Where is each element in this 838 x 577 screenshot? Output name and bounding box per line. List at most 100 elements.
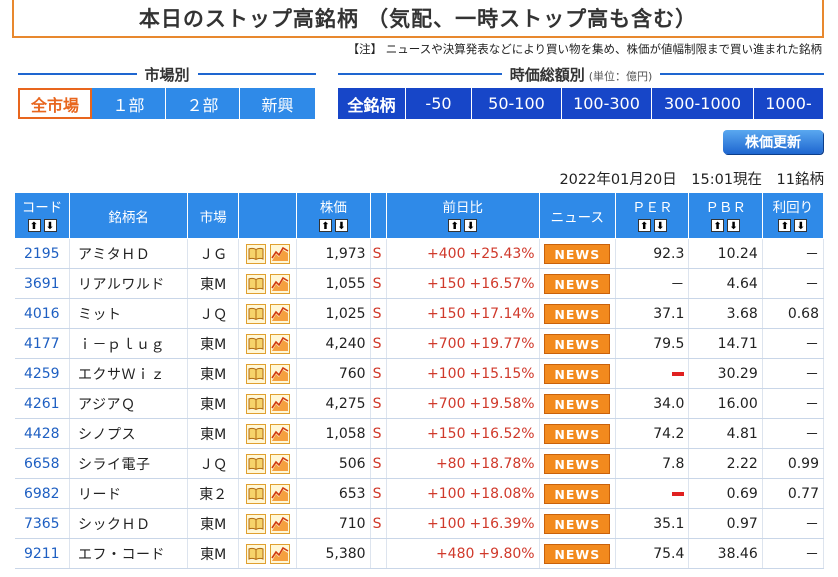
stock-name[interactable]: シックＨＤ — [69, 508, 189, 539]
stock-name[interactable]: エフ・コード — [69, 538, 189, 569]
chart-icon[interactable] — [269, 453, 290, 474]
stock-code[interactable]: 3691 — [14, 268, 71, 299]
chart-icon[interactable] — [269, 393, 290, 414]
tab-emerging[interactable]: 新興 — [240, 88, 316, 119]
news-button[interactable]: NEWS — [544, 453, 611, 474]
news-button[interactable]: NEWS — [544, 393, 611, 414]
pbr-value: 14.71 — [688, 328, 763, 359]
sort-desc-icon[interactable]: ⬇ — [334, 218, 348, 232]
stock-code[interactable]: 4428 — [14, 418, 71, 449]
stock-name[interactable]: シノプス — [69, 418, 189, 449]
tab-all-market[interactable]: 全市場 — [18, 88, 92, 119]
per-value: 75.4 — [615, 538, 690, 569]
tab-cap-50-100[interactable]: 50-100 — [472, 88, 562, 119]
book-icon[interactable] — [245, 393, 266, 414]
sort-asc-icon[interactable]: ⬆ — [711, 218, 725, 232]
tab-second-section[interactable]: ２部 — [166, 88, 240, 119]
stock-code[interactable]: 4259 — [14, 358, 71, 389]
tab-first-section[interactable]: １部 — [92, 88, 166, 119]
chart-icon[interactable] — [269, 483, 290, 504]
col-per: ＰＥＲ ⬆ ⬇ — [615, 192, 690, 239]
yield-value: － — [762, 238, 825, 269]
chart-icon[interactable] — [269, 543, 290, 564]
stock-market: 東M — [187, 508, 240, 539]
stock-code[interactable]: 4177 — [14, 328, 71, 359]
book-icon[interactable] — [245, 453, 266, 474]
price-change: +100 — [427, 515, 466, 532]
stop-flag: S — [370, 418, 387, 449]
col-code: コード ⬆ ⬇ — [13, 192, 71, 239]
news-button[interactable]: NEWS — [544, 243, 611, 264]
chart-icon[interactable] — [269, 333, 290, 354]
chart-icon[interactable] — [269, 273, 290, 294]
price-change-pct: +9.80% — [478, 545, 535, 562]
stock-code[interactable]: 4261 — [14, 388, 71, 419]
stock-name[interactable]: リード — [69, 478, 189, 509]
sort-desc-icon[interactable]: ⬇ — [464, 218, 478, 232]
book-icon[interactable] — [245, 513, 266, 534]
tab-cap-300-1000[interactable]: 300-1000 — [652, 88, 754, 119]
sort-desc-icon[interactable]: ⬇ — [43, 218, 57, 232]
stock-market: ＪＱ — [187, 298, 240, 329]
sort-asc-icon[interactable]: ⬆ — [637, 218, 651, 232]
stock-name[interactable]: ｉ－ｐｌｕｇ — [69, 328, 189, 359]
chart-icon[interactable] — [269, 303, 290, 324]
stock-code[interactable]: 6658 — [14, 448, 71, 479]
chart-icon[interactable] — [269, 363, 290, 384]
stock-name[interactable]: アミタＨＤ — [69, 238, 189, 269]
market-section-label: 市場別 — [18, 64, 317, 84]
stock-code[interactable]: 9211 — [14, 538, 71, 569]
sort-desc-icon[interactable]: ⬇ — [794, 218, 808, 232]
sort-asc-icon[interactable]: ⬆ — [778, 218, 792, 232]
news-button[interactable]: NEWS — [544, 513, 611, 534]
sort-asc-icon[interactable]: ⬆ — [27, 218, 41, 232]
negative-marker — [672, 491, 685, 496]
tab-cap-all[interactable]: 全銘柄 — [338, 88, 406, 119]
news-button[interactable]: NEWS — [544, 363, 611, 384]
news-button[interactable]: NEWS — [544, 273, 611, 294]
stock-code[interactable]: 7365 — [14, 508, 71, 539]
chart-icon[interactable] — [269, 423, 290, 444]
tab-cap-100-300[interactable]: 100-300 — [562, 88, 652, 119]
chart-icon[interactable] — [269, 243, 290, 264]
news-button[interactable]: NEWS — [544, 333, 611, 354]
page-title-box: 本日のストップ高銘柄 （気配、一時ストップ高も含む） — [12, 0, 824, 38]
update-price-button[interactable]: 株価更新 — [723, 130, 823, 154]
price-change-pct: +16.57% — [469, 275, 535, 292]
stock-code[interactable]: 2195 — [14, 238, 71, 269]
news-button[interactable]: NEWS — [544, 303, 611, 324]
pbr-value: 0.69 — [688, 478, 763, 509]
book-icon[interactable] — [245, 243, 266, 264]
sort-asc-icon[interactable]: ⬆ — [318, 218, 332, 232]
stock-name[interactable]: エクサＷｉｚ — [69, 358, 189, 389]
stock-name[interactable]: アジアＱ — [69, 388, 189, 419]
table-row: 6658 シライ電子 ＪＱ 506 S +80 +18.78% NEWS 7.8 2.22 0.99 — [14, 448, 825, 479]
stock-price: 5,380 — [296, 538, 371, 569]
stock-name[interactable]: シライ電子 — [69, 448, 189, 479]
book-icon[interactable] — [245, 483, 266, 504]
book-icon[interactable] — [245, 363, 266, 384]
book-icon[interactable] — [245, 543, 266, 564]
book-icon[interactable] — [245, 273, 266, 294]
news-button[interactable]: NEWS — [544, 423, 611, 444]
news-button[interactable]: NEWS — [544, 543, 611, 564]
price-change-pct: +17.14% — [469, 305, 535, 322]
sort-desc-icon[interactable]: ⬇ — [727, 218, 741, 232]
tab-cap-over-1000[interactable]: 1000- — [754, 88, 824, 119]
chart-icon[interactable] — [269, 513, 290, 534]
sort-asc-icon[interactable]: ⬆ — [448, 218, 462, 232]
news-button[interactable]: NEWS — [544, 483, 611, 504]
col-change: 前日比 ⬆ ⬇ — [385, 192, 540, 239]
book-icon[interactable] — [245, 333, 266, 354]
sort-desc-icon[interactable]: ⬇ — [653, 218, 667, 232]
stock-name[interactable]: ミット — [69, 298, 189, 329]
book-icon[interactable] — [245, 303, 266, 324]
stock-price: 506 — [296, 448, 371, 479]
pbr-value: 0.97 — [688, 508, 763, 539]
stock-name[interactable]: リアルワルド — [69, 268, 189, 299]
tab-cap-under-50[interactable]: -50 — [406, 88, 472, 119]
price-change-pct: +16.52% — [469, 425, 535, 442]
book-icon[interactable] — [245, 423, 266, 444]
stock-code[interactable]: 6982 — [14, 478, 71, 509]
stock-code[interactable]: 4016 — [14, 298, 71, 329]
